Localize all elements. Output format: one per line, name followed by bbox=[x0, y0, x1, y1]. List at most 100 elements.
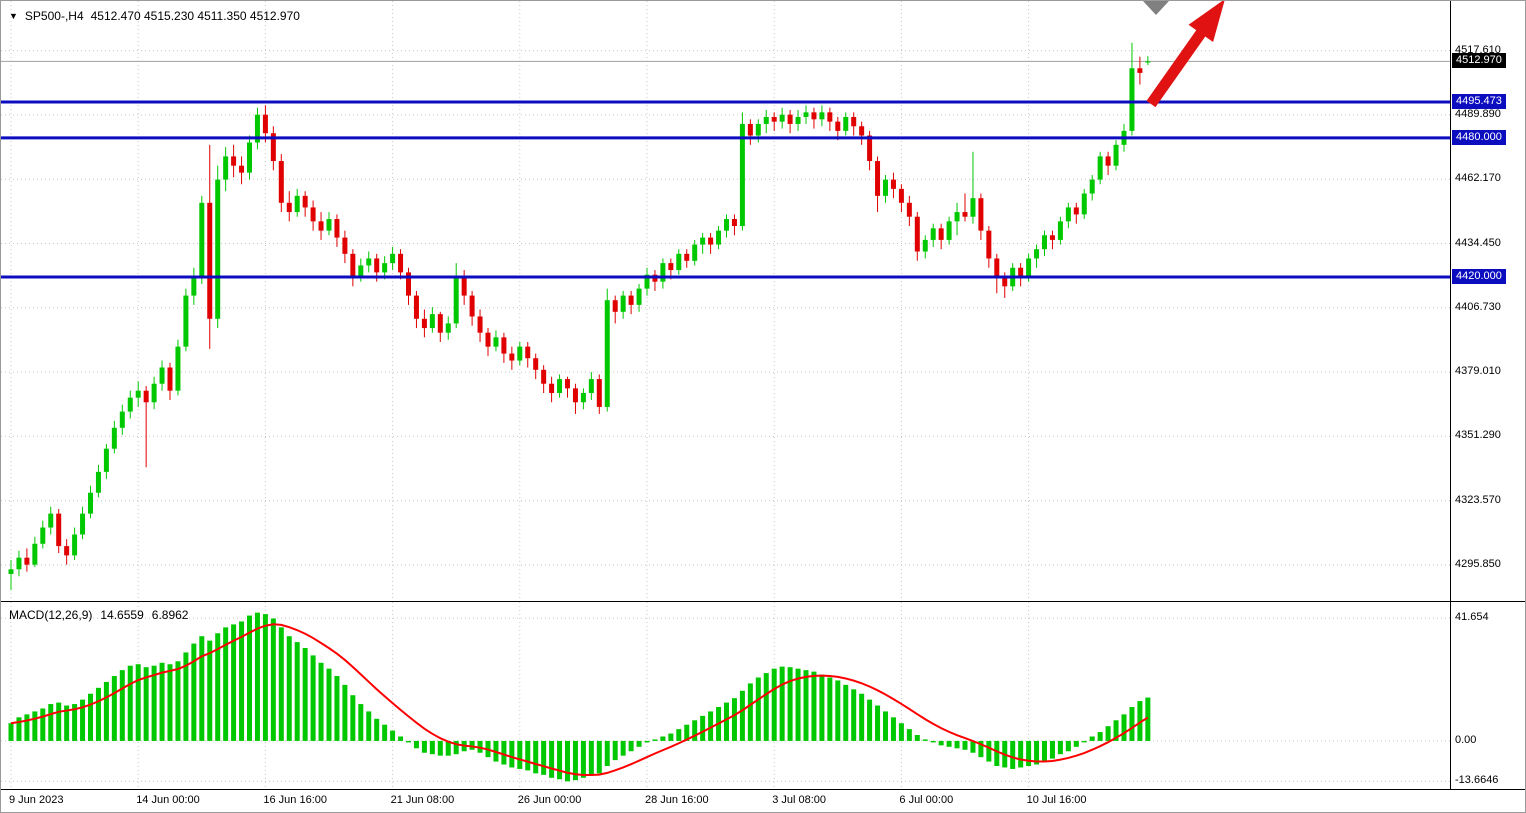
macd-bar bbox=[739, 690, 745, 741]
macd-bar bbox=[867, 699, 873, 741]
price-chart-canvas[interactable] bbox=[1, 1, 1450, 602]
time-axis-separator bbox=[1, 789, 1525, 790]
macd-bar bbox=[684, 724, 690, 741]
macd-bar bbox=[390, 730, 396, 741]
candle bbox=[342, 237, 348, 254]
time-axis-label: 21 Jun 08:00 bbox=[390, 794, 455, 806]
macd-bar bbox=[262, 614, 268, 741]
candle bbox=[1049, 235, 1055, 240]
candle bbox=[883, 179, 888, 196]
candle bbox=[358, 265, 364, 278]
macd-bar bbox=[167, 664, 173, 741]
candle bbox=[1113, 144, 1119, 166]
macd-bar bbox=[763, 673, 769, 741]
macd-bar bbox=[676, 729, 682, 741]
chart-title-overlay: ▼ SP500-,H4 4512.470 4515.230 4511.350 4… bbox=[9, 9, 300, 23]
candle bbox=[1137, 68, 1143, 73]
candle bbox=[127, 397, 133, 412]
candle bbox=[843, 116, 849, 131]
candle bbox=[636, 288, 642, 305]
macd-bar bbox=[406, 740, 411, 743]
macd-bar bbox=[962, 740, 968, 750]
price-grid-label: 4517.610 bbox=[1455, 43, 1501, 56]
macd-bar bbox=[429, 740, 435, 755]
candle bbox=[819, 112, 825, 120]
macd-bar bbox=[1145, 697, 1151, 741]
candle bbox=[914, 216, 920, 252]
macd-bar bbox=[994, 740, 1000, 766]
candle bbox=[1145, 61, 1151, 63]
macd-panel-separator[interactable] bbox=[1, 601, 1525, 602]
candle bbox=[906, 202, 912, 217]
candle bbox=[517, 346, 523, 361]
candle bbox=[708, 237, 714, 245]
candle bbox=[533, 358, 539, 370]
candle bbox=[135, 390, 141, 398]
macd-bar bbox=[1081, 740, 1087, 743]
macd-bar bbox=[771, 668, 777, 741]
macd-indicator-canvas[interactable] bbox=[1, 602, 1450, 789]
macd-main-value: 14.6559 bbox=[100, 608, 144, 622]
quick-trade-arrow-icon[interactable]: ▼ bbox=[9, 11, 18, 21]
triangle-marker[interactable] bbox=[1143, 1, 1169, 15]
candle bbox=[970, 198, 976, 217]
macd-bar bbox=[787, 667, 793, 741]
macd-bar bbox=[668, 733, 674, 741]
macd-bar bbox=[692, 720, 698, 741]
macd-bar bbox=[1057, 740, 1063, 755]
current-price-label: 4512.970 bbox=[1452, 53, 1506, 69]
macd-bar bbox=[342, 684, 348, 741]
macd-bar bbox=[596, 740, 602, 774]
candle bbox=[207, 202, 213, 319]
candle bbox=[986, 230, 992, 259]
macd-bar bbox=[914, 735, 920, 741]
candle bbox=[731, 219, 737, 226]
candle bbox=[803, 112, 809, 117]
candle bbox=[1129, 68, 1135, 131]
candle bbox=[382, 263, 388, 273]
macd-bar bbox=[938, 740, 944, 746]
macd-bar bbox=[954, 740, 960, 749]
macd-bar bbox=[382, 724, 388, 741]
candle bbox=[223, 156, 229, 180]
candle bbox=[143, 390, 149, 403]
time-axis-label: 26 Jun 00:00 bbox=[517, 794, 582, 806]
macd-bar bbox=[239, 621, 245, 741]
macd-bar bbox=[1042, 740, 1047, 762]
candle bbox=[1034, 249, 1040, 259]
macd-bar bbox=[247, 615, 252, 741]
time-axis-label: 6 Jul 00:00 bbox=[899, 794, 954, 806]
macd-bar bbox=[127, 665, 133, 741]
price-axis[interactable]: 4517.610 4489.890 4462.170 4434.450 4406.730… bbox=[1450, 1, 1525, 601]
macd-value-axis[interactable]: 41.654 0.00 -13.6646 bbox=[1450, 602, 1525, 789]
candle bbox=[247, 142, 252, 173]
candle bbox=[40, 527, 46, 544]
candle bbox=[262, 114, 268, 134]
macd-bar bbox=[88, 693, 93, 741]
trend-arrow-head[interactable] bbox=[1188, 1, 1225, 42]
macd-bar bbox=[1018, 740, 1024, 768]
candle bbox=[398, 253, 404, 273]
candle bbox=[771, 116, 777, 122]
trend-arrow-shaft[interactable] bbox=[1146, 25, 1209, 108]
macd-bar bbox=[72, 704, 78, 741]
macd-bar bbox=[588, 740, 594, 775]
time-axis[interactable]: 9 Jun 2023 14 Jun 00:00 16 Jun 16:00 21 Jun… bbox=[1, 790, 1525, 812]
macd-bar bbox=[580, 740, 586, 778]
candle bbox=[56, 513, 62, 547]
candle bbox=[32, 543, 38, 565]
candle bbox=[72, 534, 78, 556]
macd-bar bbox=[922, 739, 928, 741]
candle bbox=[938, 228, 944, 240]
candle bbox=[644, 274, 650, 289]
macd-bar bbox=[620, 740, 626, 756]
candle bbox=[1097, 156, 1103, 180]
level-price-label: 4420.000 bbox=[1452, 269, 1506, 285]
candle bbox=[660, 263, 666, 282]
candle bbox=[80, 513, 86, 535]
candle bbox=[962, 212, 968, 217]
macd-bar bbox=[501, 740, 507, 765]
macd-bar bbox=[1129, 707, 1135, 741]
candle bbox=[1065, 207, 1071, 222]
candle bbox=[1057, 221, 1063, 240]
